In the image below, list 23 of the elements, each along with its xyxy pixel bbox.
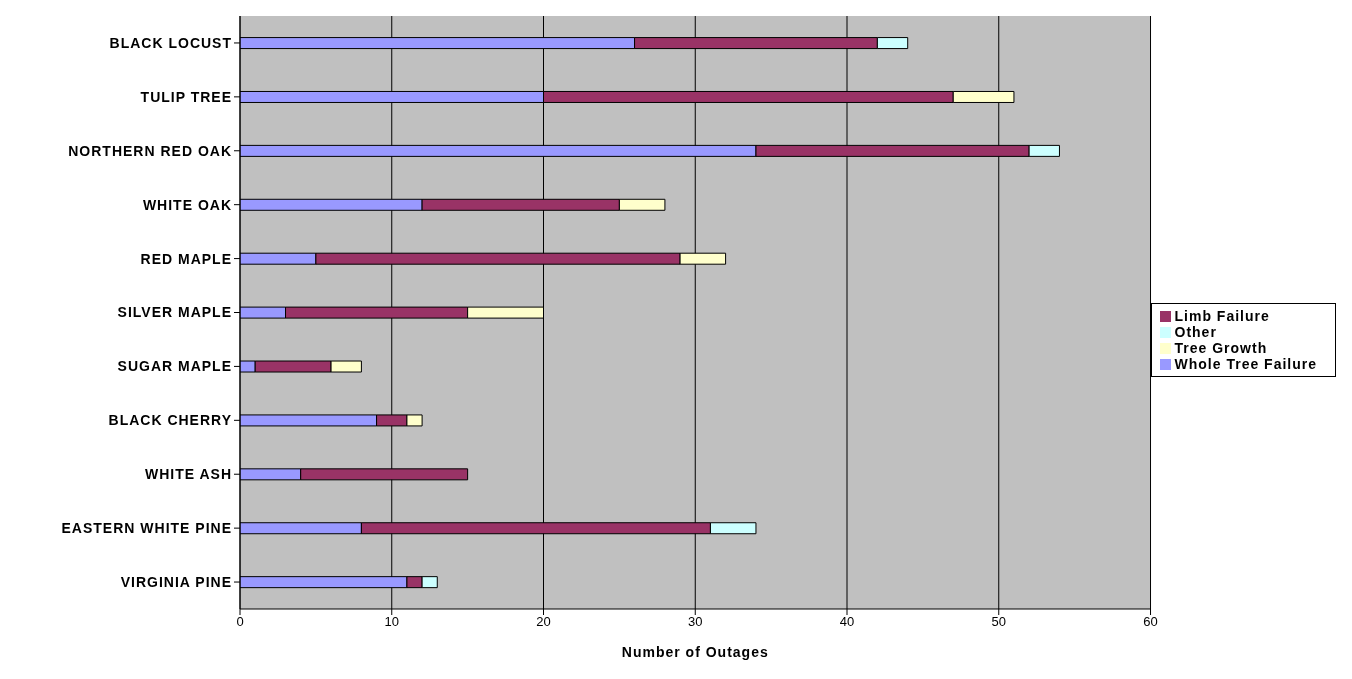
x-tick-label: 50 [991, 614, 1006, 630]
y-tick-label: BLACK CHERRY [108, 412, 232, 429]
y-tick-label: NORTHERN RED OAK [68, 142, 232, 159]
y-tick-label: SILVER MAPLE [117, 304, 232, 321]
y-tick-label: TULIP TREE [140, 88, 232, 105]
x-tick-label: 30 [688, 614, 703, 630]
x-tick-label: 40 [839, 614, 855, 630]
x-axis-title: Number of Outages [621, 644, 769, 660]
y-tick-label: BLACK LOCUST [109, 34, 232, 51]
y-tick-label: RED MAPLE [140, 250, 232, 267]
y-tick-label: VIRGINIA PINE [120, 574, 232, 591]
y-tick-label: WHITE ASH [144, 466, 232, 483]
x-tick-label: 60 [1143, 614, 1158, 630]
legend-label: Whole Tree Failure [1174, 355, 1317, 372]
x-tick-label: 10 [384, 614, 399, 630]
x-tick-label: 0 [236, 614, 244, 630]
x-tick-label: 20 [536, 614, 551, 630]
legend-label: Tree Growth [1174, 339, 1268, 356]
y-tick-label: WHITE OAK [142, 196, 232, 213]
y-tick-label: EASTERN WHITE PINE [61, 520, 232, 537]
legend-label: Limb Failure [1174, 307, 1270, 324]
y-tick-label: SUGAR MAPLE [117, 358, 232, 375]
legend-label: Other [1174, 323, 1217, 340]
